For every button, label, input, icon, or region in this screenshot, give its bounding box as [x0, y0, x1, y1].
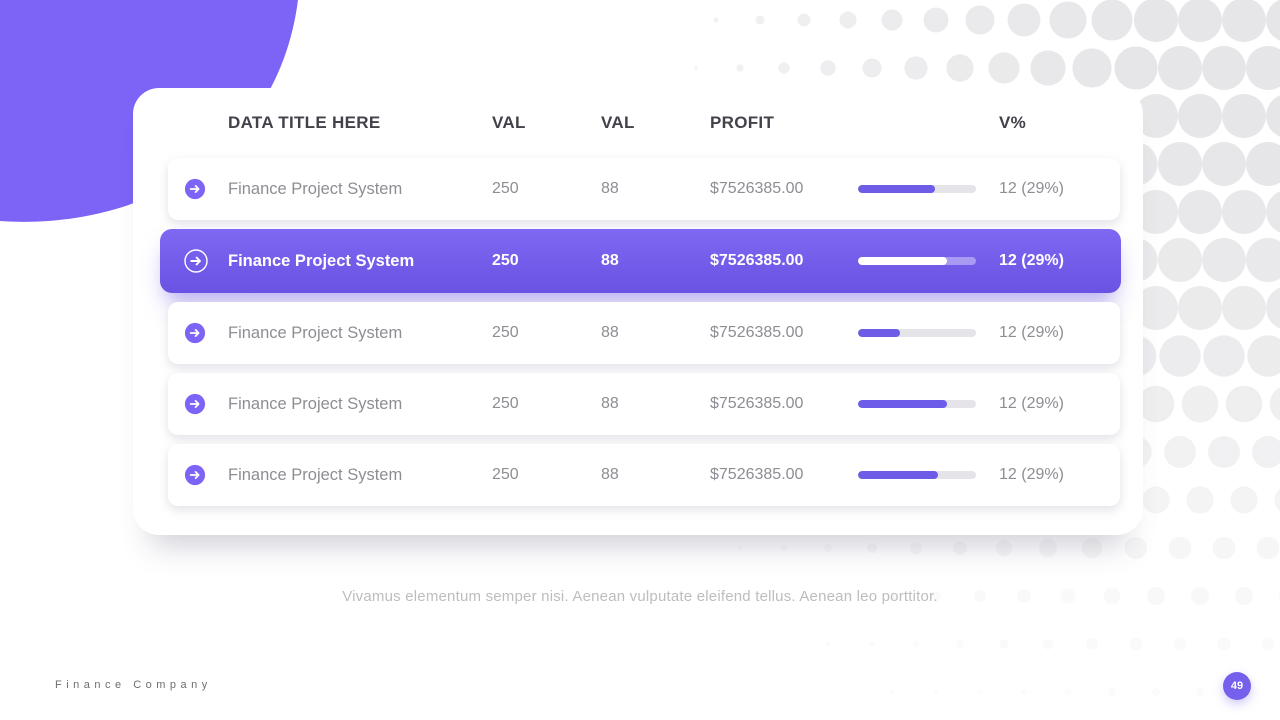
row-profit: $7526385.00 — [710, 180, 804, 197]
row-name: Finance Project System — [228, 251, 415, 270]
header-profit: PROFIT — [710, 113, 775, 132]
footer-company-name: Finance Company — [55, 679, 212, 691]
row-profit: $7526385.00 — [710, 252, 804, 269]
row-v-percent: 12 (29%) — [999, 395, 1064, 412]
progress-bar-fill — [858, 257, 947, 265]
row-val-2: 88 — [601, 252, 619, 269]
progress-bar-fill — [858, 400, 947, 408]
row-name: Finance Project System — [228, 394, 403, 413]
row-v-percent: 12 (29%) — [999, 180, 1064, 197]
row-progress-cell — [858, 329, 999, 337]
row-arrow-button[interactable] — [184, 322, 206, 344]
row-val-1: 250 — [492, 466, 519, 483]
progress-bar — [858, 329, 976, 337]
row-val-1: 250 — [492, 180, 519, 197]
row-val-2: 88 — [601, 395, 619, 412]
row-name: Finance Project System — [228, 323, 403, 342]
row-icon-cell — [168, 393, 228, 415]
progress-bar — [858, 257, 976, 265]
row-profit: $7526385.00 — [710, 395, 804, 412]
row-v-percent: 12 (29%) — [999, 324, 1064, 341]
arrow-right-icon — [184, 178, 206, 200]
header-v-percent: V% — [999, 113, 1027, 132]
row-profit: $7526385.00 — [710, 466, 804, 483]
row-progress-cell — [858, 257, 999, 265]
row-progress-cell — [858, 185, 999, 193]
header-val-2: VAL — [601, 113, 635, 132]
row-icon-cell — [168, 178, 228, 200]
row-val-1: 250 — [492, 252, 519, 269]
row-name: Finance Project System — [228, 179, 403, 198]
progress-bar — [858, 400, 976, 408]
table-row[interactable]: Finance Project System 250 88 $7526385.00 12… — [168, 302, 1120, 364]
row-val-1: 250 — [492, 395, 519, 412]
row-progress-cell — [858, 471, 999, 479]
arrow-right-icon — [184, 464, 206, 486]
row-val-2: 88 — [601, 180, 619, 197]
progress-bar-fill — [858, 185, 935, 193]
header-val-1: VAL — [492, 113, 526, 132]
row-arrow-button[interactable] — [184, 393, 206, 415]
row-val-2: 88 — [601, 324, 619, 341]
progress-bar-fill — [858, 329, 901, 337]
row-progress-cell — [858, 400, 999, 408]
row-icon-cell — [168, 322, 228, 344]
header-data-title: DATA TITLE HERE — [228, 113, 381, 132]
row-val-2: 88 — [601, 466, 619, 483]
row-val-1: 250 — [492, 324, 519, 341]
table-row[interactable]: Finance Project System 250 88 $7526385.00 12… — [160, 229, 1121, 293]
row-v-percent: 12 (29%) — [999, 252, 1064, 269]
row-arrow-button[interactable] — [184, 464, 206, 486]
row-arrow-button[interactable] — [184, 178, 206, 200]
row-name: Finance Project System — [228, 465, 403, 484]
caption-text: Vivamus elementum semper nisi. Aenean vu… — [342, 588, 938, 605]
row-arrow-button[interactable] — [184, 249, 208, 273]
row-icon-cell — [168, 464, 228, 486]
progress-bar — [858, 471, 976, 479]
data-table-card: DATA TITLE HERE VAL VAL PROFIT V% Financ… — [133, 88, 1143, 535]
progress-bar — [858, 185, 976, 193]
row-profit: $7526385.00 — [710, 324, 804, 341]
page-number-badge: 49 — [1223, 672, 1251, 700]
row-v-percent: 12 (29%) — [999, 466, 1064, 483]
table-body: Finance Project System 250 88 $7526385.00 12… — [133, 158, 1143, 506]
arrow-right-icon — [184, 322, 206, 344]
progress-bar-fill — [858, 471, 939, 479]
table-header-row: DATA TITLE HERE VAL VAL PROFIT V% — [133, 88, 1143, 158]
arrow-right-icon — [184, 393, 206, 415]
table-row[interactable]: Finance Project System 250 88 $7526385.00 12… — [168, 373, 1120, 435]
arrow-right-icon — [184, 249, 208, 273]
row-icon-cell — [168, 249, 228, 273]
table-row[interactable]: Finance Project System 250 88 $7526385.00 12… — [168, 444, 1120, 506]
table-row[interactable]: Finance Project System 250 88 $7526385.00 12… — [168, 158, 1120, 220]
